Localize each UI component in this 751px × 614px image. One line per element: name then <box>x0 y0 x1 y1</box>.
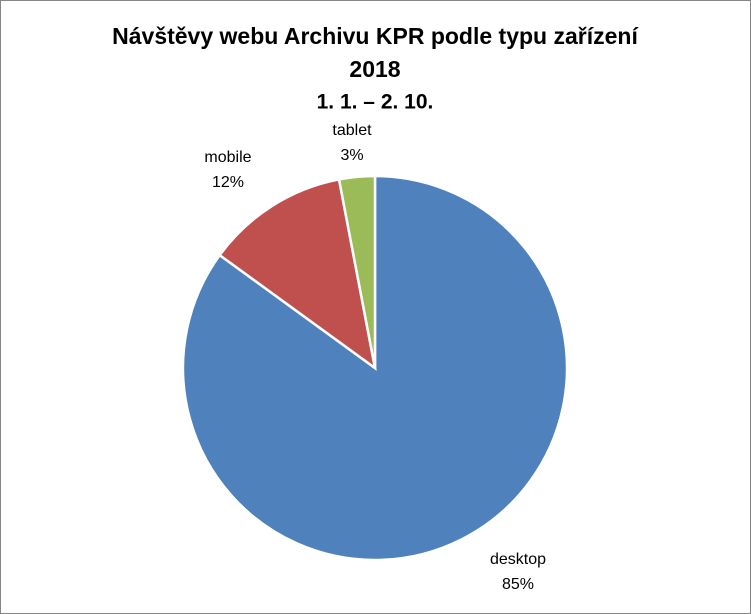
pie-slice <box>337 174 377 369</box>
slice-category-label: mobile <box>204 149 251 166</box>
slice-category-label: desktop <box>490 551 546 568</box>
pie-slice <box>217 177 377 371</box>
chart-subtitle: 2018 <box>349 56 400 82</box>
slice-value-label: 85% <box>502 576 534 593</box>
slice-value-label: 12% <box>212 174 244 191</box>
chart-subtitle: 1. 1. – 2. 10. <box>317 91 434 114</box>
slice-value-label: 3% <box>340 147 363 164</box>
slice-category-label: tablet <box>332 122 372 139</box>
chart-title: Návštěvy webu Archivu KPR podle typu zař… <box>112 23 639 49</box>
